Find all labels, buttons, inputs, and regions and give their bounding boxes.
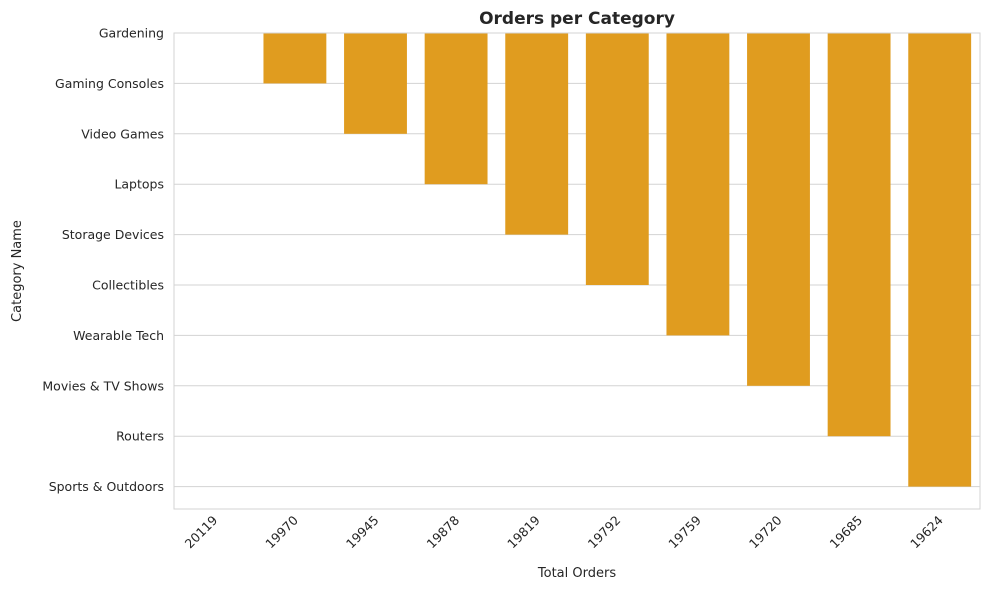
- x-tick-label: 19759: [665, 512, 704, 551]
- bar: [585, 33, 649, 285]
- y-tick-label: Movies & TV Shows: [42, 378, 164, 393]
- x-tick-label: 19792: [585, 513, 624, 552]
- y-axis-label: Category Name: [10, 220, 25, 322]
- x-tick-label: 19945: [343, 513, 382, 552]
- y-tick-label: Video Games: [81, 126, 164, 141]
- chart-title: Orders per Category: [479, 9, 675, 29]
- y-tick-label: Wearable Tech: [73, 328, 164, 343]
- y-tick-label: Gardening: [99, 26, 164, 41]
- x-tick-label: 19819: [504, 512, 543, 551]
- x-tick-label: 19720: [746, 512, 785, 551]
- bar: [666, 33, 730, 336]
- x-tick-labels: 20119 19970 19945 19878 19819 19792 19759 19720…: [182, 512, 946, 551]
- bars: [263, 33, 972, 487]
- y-tick-label: Laptops: [114, 177, 164, 192]
- bar: [424, 33, 488, 185]
- y-tick-label: Routers: [116, 429, 164, 444]
- y-tick-label: Gaming Consoles: [55, 76, 164, 91]
- y-tick-label: Collectibles: [92, 278, 164, 293]
- x-tick-label: 19685: [826, 513, 865, 552]
- bar: [344, 33, 407, 134]
- x-axis-label: Total Orders: [537, 566, 616, 581]
- bar: [263, 33, 327, 84]
- bar: [505, 33, 569, 235]
- bar: [747, 33, 810, 386]
- y-tick-label: Sports & Outdoors: [49, 479, 164, 494]
- y-tick-labels: Gardening Gaming Consoles Video Games Lapto…: [42, 26, 164, 495]
- x-tick-label: 19624: [907, 512, 946, 551]
- x-tick-label: 19970: [262, 512, 301, 551]
- y-tick-label: Storage Devices: [62, 227, 164, 242]
- bar: [827, 33, 891, 437]
- x-tick-label: 20119: [182, 512, 221, 551]
- bar: [908, 33, 972, 487]
- x-tick-label: 19878: [423, 512, 462, 551]
- plot-frame: [173, 32, 981, 510]
